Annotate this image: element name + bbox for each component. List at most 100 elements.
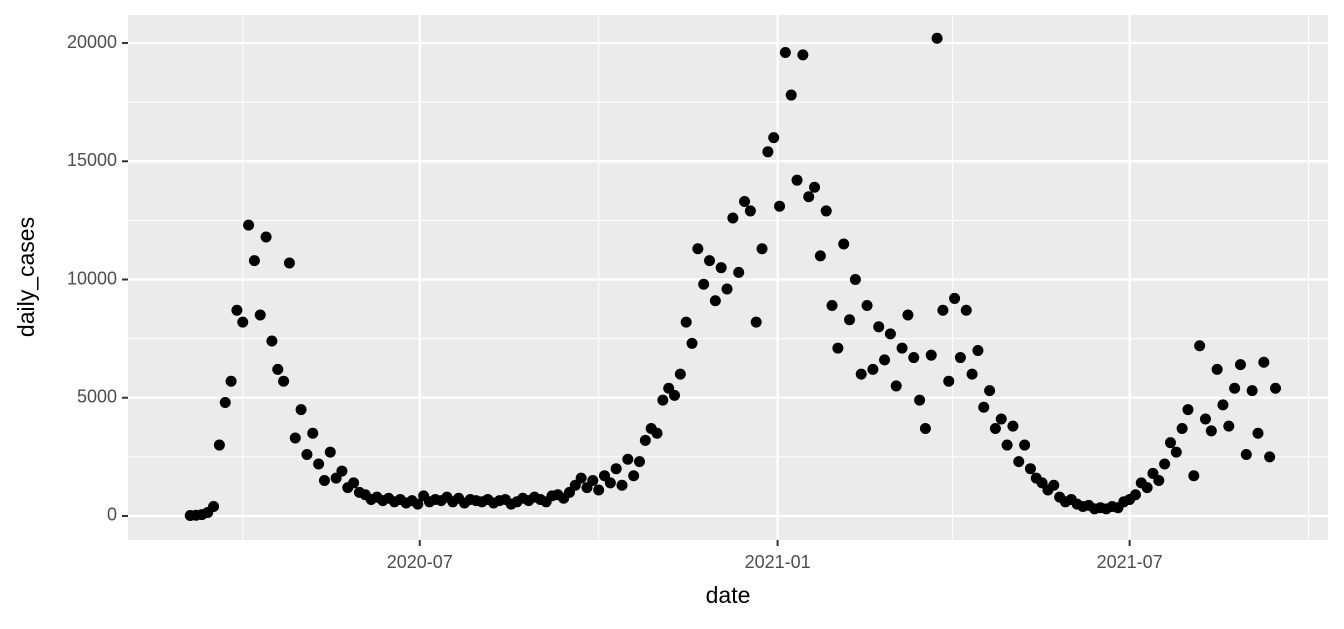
point xyxy=(318,475,330,487)
point xyxy=(744,205,756,217)
point xyxy=(336,465,348,477)
point xyxy=(721,283,733,295)
point xyxy=(698,278,710,290)
axes: 0 5000 10000 15000 20000 2020-07 2021-01 2021-0… xyxy=(67,32,1163,572)
point xyxy=(610,463,622,475)
point xyxy=(593,484,605,496)
point xyxy=(266,335,278,347)
point xyxy=(849,274,861,286)
point xyxy=(861,300,873,312)
x-tick-label: 2021-07 xyxy=(1097,552,1163,572)
point xyxy=(879,354,891,366)
point xyxy=(727,212,739,224)
point xyxy=(669,389,681,401)
point xyxy=(225,375,237,387)
point xyxy=(914,394,926,406)
point xyxy=(1217,399,1229,411)
y-tick-label: 20000 xyxy=(67,32,117,52)
point xyxy=(937,304,949,316)
point xyxy=(1223,420,1235,432)
point xyxy=(931,32,943,44)
point xyxy=(1205,425,1217,437)
point xyxy=(890,380,902,392)
point xyxy=(604,477,616,489)
point xyxy=(966,368,978,380)
point xyxy=(779,46,791,58)
point xyxy=(1141,482,1153,494)
point xyxy=(272,363,284,375)
point xyxy=(634,456,646,468)
point xyxy=(260,231,272,243)
point xyxy=(219,396,231,408)
point xyxy=(692,243,704,255)
point xyxy=(814,250,826,262)
point xyxy=(616,479,628,491)
point xyxy=(622,453,634,465)
point xyxy=(1176,422,1188,434)
point xyxy=(715,262,727,274)
point xyxy=(1024,463,1036,475)
y-tick-label: 15000 xyxy=(67,150,117,170)
point xyxy=(1194,340,1206,352)
x-tick-label: 2021-01 xyxy=(745,552,811,572)
point xyxy=(213,439,225,451)
x-axis-title: date xyxy=(706,582,751,608)
point xyxy=(639,434,651,446)
point xyxy=(348,477,360,489)
panel-background xyxy=(128,15,1328,540)
point xyxy=(978,401,990,413)
y-tick-label: 5000 xyxy=(77,387,117,407)
point xyxy=(739,195,751,207)
point xyxy=(412,498,424,510)
point xyxy=(884,328,896,340)
point xyxy=(1269,382,1281,394)
point xyxy=(575,472,587,484)
point xyxy=(1159,458,1171,470)
point xyxy=(657,394,669,406)
point xyxy=(289,432,301,444)
point xyxy=(844,314,856,326)
point xyxy=(628,470,640,482)
point xyxy=(587,475,599,487)
point xyxy=(283,257,295,269)
point xyxy=(1048,479,1060,491)
point xyxy=(943,375,955,387)
point xyxy=(949,292,961,304)
point xyxy=(797,49,809,61)
point xyxy=(651,427,663,439)
point xyxy=(855,368,867,380)
point xyxy=(1164,437,1176,449)
points xyxy=(184,32,1281,522)
point xyxy=(762,146,774,158)
point xyxy=(902,309,914,321)
point xyxy=(295,404,307,416)
point xyxy=(1153,475,1165,487)
point xyxy=(774,200,786,212)
point xyxy=(832,342,844,354)
point xyxy=(1007,420,1019,432)
point xyxy=(820,205,832,217)
point xyxy=(1240,449,1252,461)
point xyxy=(756,243,768,255)
point xyxy=(1258,356,1270,368)
point xyxy=(803,191,815,203)
point xyxy=(989,422,1001,434)
point xyxy=(680,316,692,328)
point xyxy=(1246,385,1258,397)
point xyxy=(972,344,984,356)
point xyxy=(785,89,797,101)
point xyxy=(686,337,698,349)
point xyxy=(1019,439,1031,451)
point xyxy=(809,181,821,193)
point xyxy=(1252,427,1264,439)
point xyxy=(1229,382,1241,394)
point xyxy=(1129,489,1141,501)
point xyxy=(278,375,290,387)
grid xyxy=(128,15,1328,540)
y-axis-title: daily_cases xyxy=(13,217,39,337)
point xyxy=(208,501,220,513)
point xyxy=(254,309,266,321)
point xyxy=(704,255,716,267)
point xyxy=(1182,404,1194,416)
point xyxy=(1188,470,1200,482)
